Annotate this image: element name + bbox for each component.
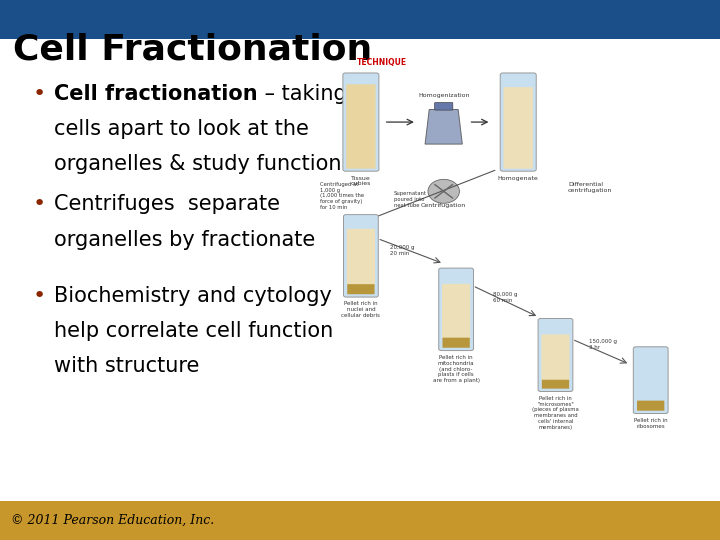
Text: Pellet rich in
ribosomes: Pellet rich in ribosomes	[634, 418, 667, 429]
Text: Homogenization: Homogenization	[418, 93, 469, 98]
FancyBboxPatch shape	[500, 73, 536, 171]
FancyBboxPatch shape	[347, 284, 374, 294]
Text: •: •	[32, 286, 45, 306]
Text: 150,000 g
3 hr: 150,000 g 3 hr	[589, 339, 616, 350]
FancyBboxPatch shape	[538, 319, 573, 392]
Text: – taking: – taking	[258, 84, 346, 104]
FancyBboxPatch shape	[637, 401, 665, 411]
Text: 20,000 g
20 min: 20,000 g 20 min	[390, 245, 415, 255]
Text: Centrifugation: Centrifugation	[421, 203, 467, 208]
Text: Pellet rich in
nuclei and
cellular debris: Pellet rich in nuclei and cellular debri…	[341, 301, 380, 318]
FancyBboxPatch shape	[634, 347, 668, 414]
FancyBboxPatch shape	[542, 380, 569, 389]
Circle shape	[428, 179, 459, 203]
FancyBboxPatch shape	[438, 268, 474, 350]
Polygon shape	[425, 110, 462, 144]
Text: Supernatant
poured into
next tube: Supernatant poured into next tube	[394, 191, 427, 208]
Text: Tissue
cubies: Tissue cubies	[351, 176, 371, 186]
FancyBboxPatch shape	[443, 338, 469, 348]
FancyBboxPatch shape	[503, 87, 533, 168]
Text: Differential
centrifugation: Differential centrifugation	[568, 182, 612, 193]
Text: TECHNIQUE: TECHNIQUE	[356, 58, 407, 68]
Text: 80,000 g
60 min: 80,000 g 60 min	[493, 292, 518, 303]
FancyBboxPatch shape	[346, 84, 376, 168]
Text: •: •	[32, 84, 45, 104]
Text: with structure: with structure	[54, 356, 199, 376]
Text: cells apart to look at the: cells apart to look at the	[54, 119, 309, 139]
Text: Homogenate: Homogenate	[498, 176, 539, 180]
Text: organelles by fractionate: organelles by fractionate	[54, 230, 315, 249]
Text: Centrifuges  separate: Centrifuges separate	[54, 194, 280, 214]
Text: Pellet rich in
"microsomes"
(pieces of plasma
membranes and
cells' internal
memb: Pellet rich in "microsomes" (pieces of p…	[532, 396, 579, 430]
Text: help correlate cell function: help correlate cell function	[54, 321, 333, 341]
Text: Cell Fractionation: Cell Fractionation	[13, 33, 372, 66]
FancyBboxPatch shape	[442, 284, 470, 339]
Bar	[0, 501, 720, 540]
Text: Biochemistry and cytology: Biochemistry and cytology	[54, 286, 332, 306]
Text: Cell fractionation: Cell fractionation	[54, 84, 258, 104]
Text: •: •	[32, 194, 45, 214]
Text: © 2011 Pearson Education, Inc.: © 2011 Pearson Education, Inc.	[11, 514, 214, 527]
Text: organelles & study function: organelles & study function	[54, 154, 341, 174]
Text: Pellet rich in
mitochondria
(and chloro-
plasts if cells
are from a plant): Pellet rich in mitochondria (and chloro-…	[433, 355, 480, 383]
FancyBboxPatch shape	[347, 229, 375, 285]
FancyBboxPatch shape	[343, 73, 379, 171]
Text: Centrifuged at
1,000 g
(1,000 times the
force of gravity)
for 10 min: Centrifuged at 1,000 g (1,000 times the …	[320, 182, 364, 210]
FancyBboxPatch shape	[343, 214, 378, 297]
FancyBboxPatch shape	[435, 103, 453, 110]
FancyBboxPatch shape	[541, 334, 570, 381]
Bar	[0, 0, 720, 39]
